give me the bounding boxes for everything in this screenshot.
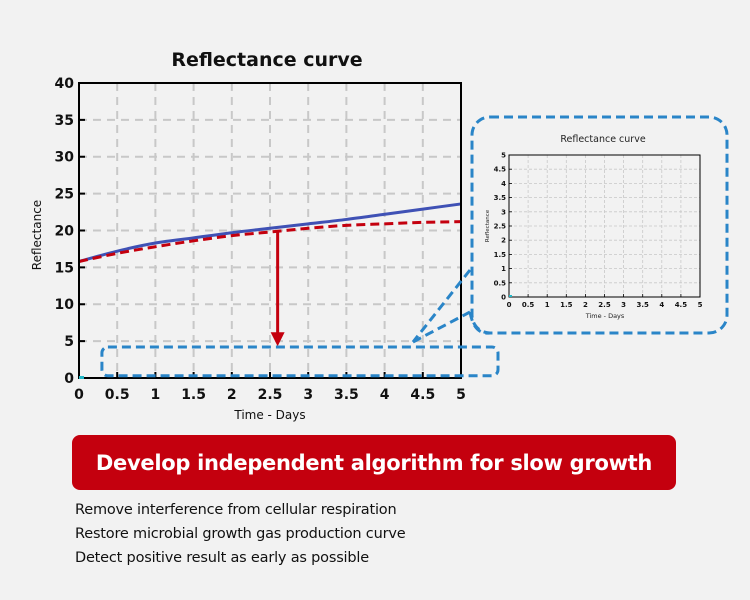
inset-x-axis: 0 0.5 1 1.5 2 2.5 3 3.5 4 4.5 5 xyxy=(507,294,703,309)
series-line-measured xyxy=(78,202,462,263)
x-tick-label: 0 xyxy=(507,301,512,309)
main-chart: Reflectance curve 0 0.5 1 1.5 2 2.5 3 3.5 4 4.5 5 … xyxy=(30,49,500,422)
inset-chart-title: Reflectance curve xyxy=(560,134,645,145)
y-tick-label: 1 xyxy=(501,265,506,273)
y-tick-label: 15 xyxy=(55,260,74,276)
x-tick-label: 3.5 xyxy=(334,387,359,403)
zoom-connector xyxy=(411,269,491,344)
y-tick-label: 0 xyxy=(501,293,506,301)
connector-line-lower xyxy=(412,310,471,344)
x-tick-label: 2.5 xyxy=(258,387,283,403)
x-tick-label: 5 xyxy=(698,301,703,309)
main-series xyxy=(78,202,462,263)
x-tick-label: 3 xyxy=(303,387,313,403)
bullet-list: Remove interference from cellular respir… xyxy=(75,498,406,570)
main-y-axis: 0 5 10 15 20 25 30 35 40 xyxy=(55,76,85,387)
x-tick-label: 0.5 xyxy=(105,387,130,403)
inset-y-axis-label: Reflectance xyxy=(485,209,491,242)
x-tick-label: 0.5 xyxy=(522,301,535,309)
y-tick-label: 5 xyxy=(501,151,506,159)
y-tick-label: 3.5 xyxy=(494,194,507,202)
x-tick-label: 4 xyxy=(659,301,664,309)
headline-banner: Develop independent algorithm for slow g… xyxy=(72,435,676,490)
origin-marker xyxy=(79,376,84,379)
x-tick-label: 0 xyxy=(74,387,84,403)
y-tick-label: 0.5 xyxy=(494,279,507,287)
main-chart-title: Reflectance curve xyxy=(171,49,362,71)
inset-grid xyxy=(509,155,700,297)
y-tick-label: 10 xyxy=(55,297,75,313)
main-x-axis: 0 0.5 1 1.5 2 2.5 3 3.5 4 4.5 5 xyxy=(74,372,466,403)
x-tick-label: 4 xyxy=(380,387,390,403)
y-tick-label: 2.5 xyxy=(494,222,507,230)
y-tick-label: 4.5 xyxy=(494,166,507,174)
x-tick-label: 2 xyxy=(583,301,588,309)
arrow-head xyxy=(270,332,285,347)
bullet-item: Remove interference from cellular respir… xyxy=(75,502,397,518)
x-tick-label: 1.5 xyxy=(181,387,206,403)
x-tick-label: 1.5 xyxy=(560,301,573,309)
y-tick-label: 2 xyxy=(501,237,506,245)
y-tick-label: 0 xyxy=(64,371,74,387)
y-tick-label: 30 xyxy=(55,150,75,166)
x-tick-label: 2 xyxy=(227,387,237,403)
highlight-box xyxy=(100,345,500,378)
inset-x-axis-label: Time - Days xyxy=(585,312,625,320)
x-tick-label: 4.5 xyxy=(410,387,435,403)
connector-line-upper xyxy=(411,269,472,343)
x-tick-label: 4.5 xyxy=(675,301,688,309)
main-grid xyxy=(79,83,461,378)
y-tick-label: 1.5 xyxy=(494,251,507,259)
x-tick-label: 1 xyxy=(545,301,550,309)
y-tick-label: 35 xyxy=(55,113,74,129)
x-tick-label: 3 xyxy=(621,301,626,309)
main-x-axis-label: Time - Days xyxy=(233,408,305,422)
inset-y-axis: 0 0.5 1 1.5 2 2.5 3 3.5 4 4.5 5 xyxy=(494,151,512,301)
x-tick-label: 5 xyxy=(456,387,466,403)
y-tick-label: 20 xyxy=(55,223,75,239)
y-tick-label: 40 xyxy=(55,76,75,92)
inset-callout-frame xyxy=(470,115,729,335)
inset-chart: Reflectance curve 0 0.5 1 1.5 2 2.5 3 3.5 4 4.5 5 … xyxy=(470,115,729,335)
y-tick-label: 3 xyxy=(501,208,506,216)
x-tick-label: 3.5 xyxy=(636,301,649,309)
inset-origin-marker xyxy=(509,295,512,297)
x-tick-label: 1 xyxy=(151,387,161,403)
y-tick-label: 25 xyxy=(55,187,74,203)
headline-text: Develop independent algorithm for slow g… xyxy=(95,450,653,475)
x-tick-label: 2.5 xyxy=(598,301,611,309)
main-annotations xyxy=(79,231,500,379)
bullet-item: Detect positive result as early as possi… xyxy=(75,550,369,566)
bullet-item: Restore microbial growth gas production … xyxy=(75,526,406,542)
main-y-axis-label: Reflectance xyxy=(30,200,44,270)
y-tick-label: 4 xyxy=(501,180,506,188)
y-tick-label: 5 xyxy=(64,334,74,350)
